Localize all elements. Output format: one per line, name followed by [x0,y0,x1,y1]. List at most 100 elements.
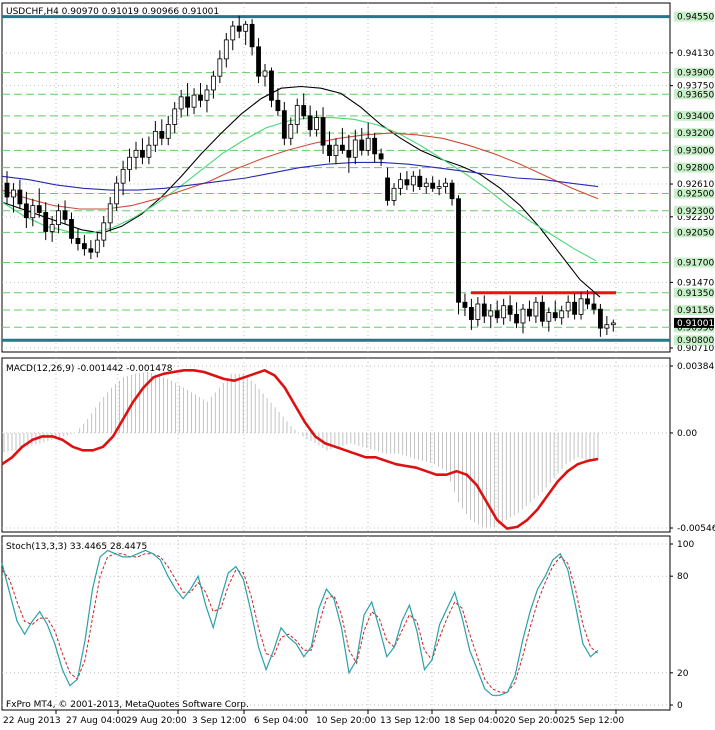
candle-body [69,219,74,239]
current-price-bg [674,317,714,328]
candle-body [404,179,410,186]
stoch-tick-label: 20 [677,669,689,679]
candle-body [198,94,203,101]
level-label-bg [674,335,714,346]
candle-body [4,182,10,198]
price-tick-label: 0.93750 [677,82,714,92]
current-price-label: 0.91001 [677,319,714,329]
level-label-bg [674,145,714,156]
macd-axis: 0.003847 0.00 -0.005465 [670,362,715,534]
stochastic-panel[interactable]: Stoch(13,3,3) 33.4465 28.4475 FxPro MT4,… [1,535,694,711]
candle-body [120,168,126,184]
price-axis: 0.94130 0.93750 0.92610 0.92230 0.91470 0.907… [670,11,714,354]
level-label-bg [674,162,714,173]
candle-body [165,124,171,139]
stoch-signal-line [1,553,599,693]
candle-body [56,210,61,225]
price-tick-label: 0.92610 [677,180,714,190]
candle-body [36,205,42,213]
level-label: 0.90800 [677,336,714,346]
candle-body [107,203,113,224]
candle-body [398,179,403,189]
stoch-tick-label: 80 [677,572,689,582]
main-price-panel[interactable]: USDCHF,H4 0.90970 0.91019 0.90966 0.9100… [1,2,714,354]
macd-tick-label: 0.003847 [677,362,715,372]
candle-body [172,108,178,125]
macd-tick-label: -0.005465 [677,524,715,534]
level-label: 0.94550 [677,13,714,23]
level-label: 0.92500 [677,190,714,200]
level-label-bg [674,11,714,22]
stoch-title: Stoch(13,3,3) 33.4465 28.4475 [6,542,147,552]
stoch-grid [2,536,670,710]
macd-panel[interactable]: MACD(12,26,9) -0.001442 -0.001478 0.0038… [1,357,715,534]
candle-body [204,89,210,101]
candle-body [552,312,558,319]
candle-body [372,137,378,155]
candle-body [591,303,597,310]
time-tick-label: 20 Sep 20:00 [504,716,564,726]
candle-body [314,117,320,131]
candle-body [301,105,307,117]
main-panel-frame [1,2,671,353]
time-tick-label: 3 Sep 12:00 [192,716,247,726]
price-tick-label: 0.92230 [677,213,714,223]
level-label: 0.91350 [677,289,714,299]
candle-body [49,224,55,232]
candle-body [23,203,29,219]
level-label-bg [674,188,714,199]
candle-body [481,303,487,317]
stochastic-lines [1,549,599,696]
macd-signal-line [1,368,599,530]
candle-body [520,308,526,324]
level-label: 0.92800 [677,164,714,174]
candle-body [572,301,577,315]
candle-body [320,117,326,146]
macd-tick-label: 0.00 [677,429,697,439]
candlesticks [4,15,616,337]
time-tick-label: 6 Sep 04:00 [254,716,309,726]
candle-body [346,149,352,158]
candle-body [559,310,565,319]
level-label: 0.90950 [677,323,714,333]
candle-body [133,149,139,158]
level-label: 0.93650 [677,90,714,100]
candle-body [494,310,500,319]
price-tick-label: 0.94130 [677,49,714,59]
candle-body [288,124,294,139]
candle-body [11,189,16,198]
candle-body [533,301,539,317]
support-resistance-levels [2,15,670,342]
candle-body [598,308,603,329]
candle-body [249,23,255,48]
candle-body [236,25,242,32]
level-label: 0.92300 [677,207,714,217]
candle-body [565,301,571,312]
candle-body [527,308,532,317]
level-label-bg [674,287,714,298]
macd-histogram [3,372,599,527]
candle-body [507,305,513,315]
candle-body [436,186,442,189]
stoch-panel-frame [1,535,671,711]
candle-body [456,198,461,303]
stoch-axis: 100 80 20 0 [670,540,694,711]
time-tick-label: 27 Aug 04:00 [66,716,127,726]
candle-body [223,39,229,60]
level-label-bg [674,305,714,316]
candle-body [88,248,94,253]
candle-body [101,222,107,241]
level-label: 0.91700 [677,259,714,269]
candle-body [307,115,313,131]
candle-body [430,182,436,189]
level-label: 0.93200 [677,129,714,139]
level-label-bg [674,128,714,139]
candle-body [152,130,158,146]
candle-body [127,156,132,170]
candle-body [230,25,236,41]
candle-body [365,137,371,151]
candle-body [185,96,191,108]
candle-body [327,144,332,156]
